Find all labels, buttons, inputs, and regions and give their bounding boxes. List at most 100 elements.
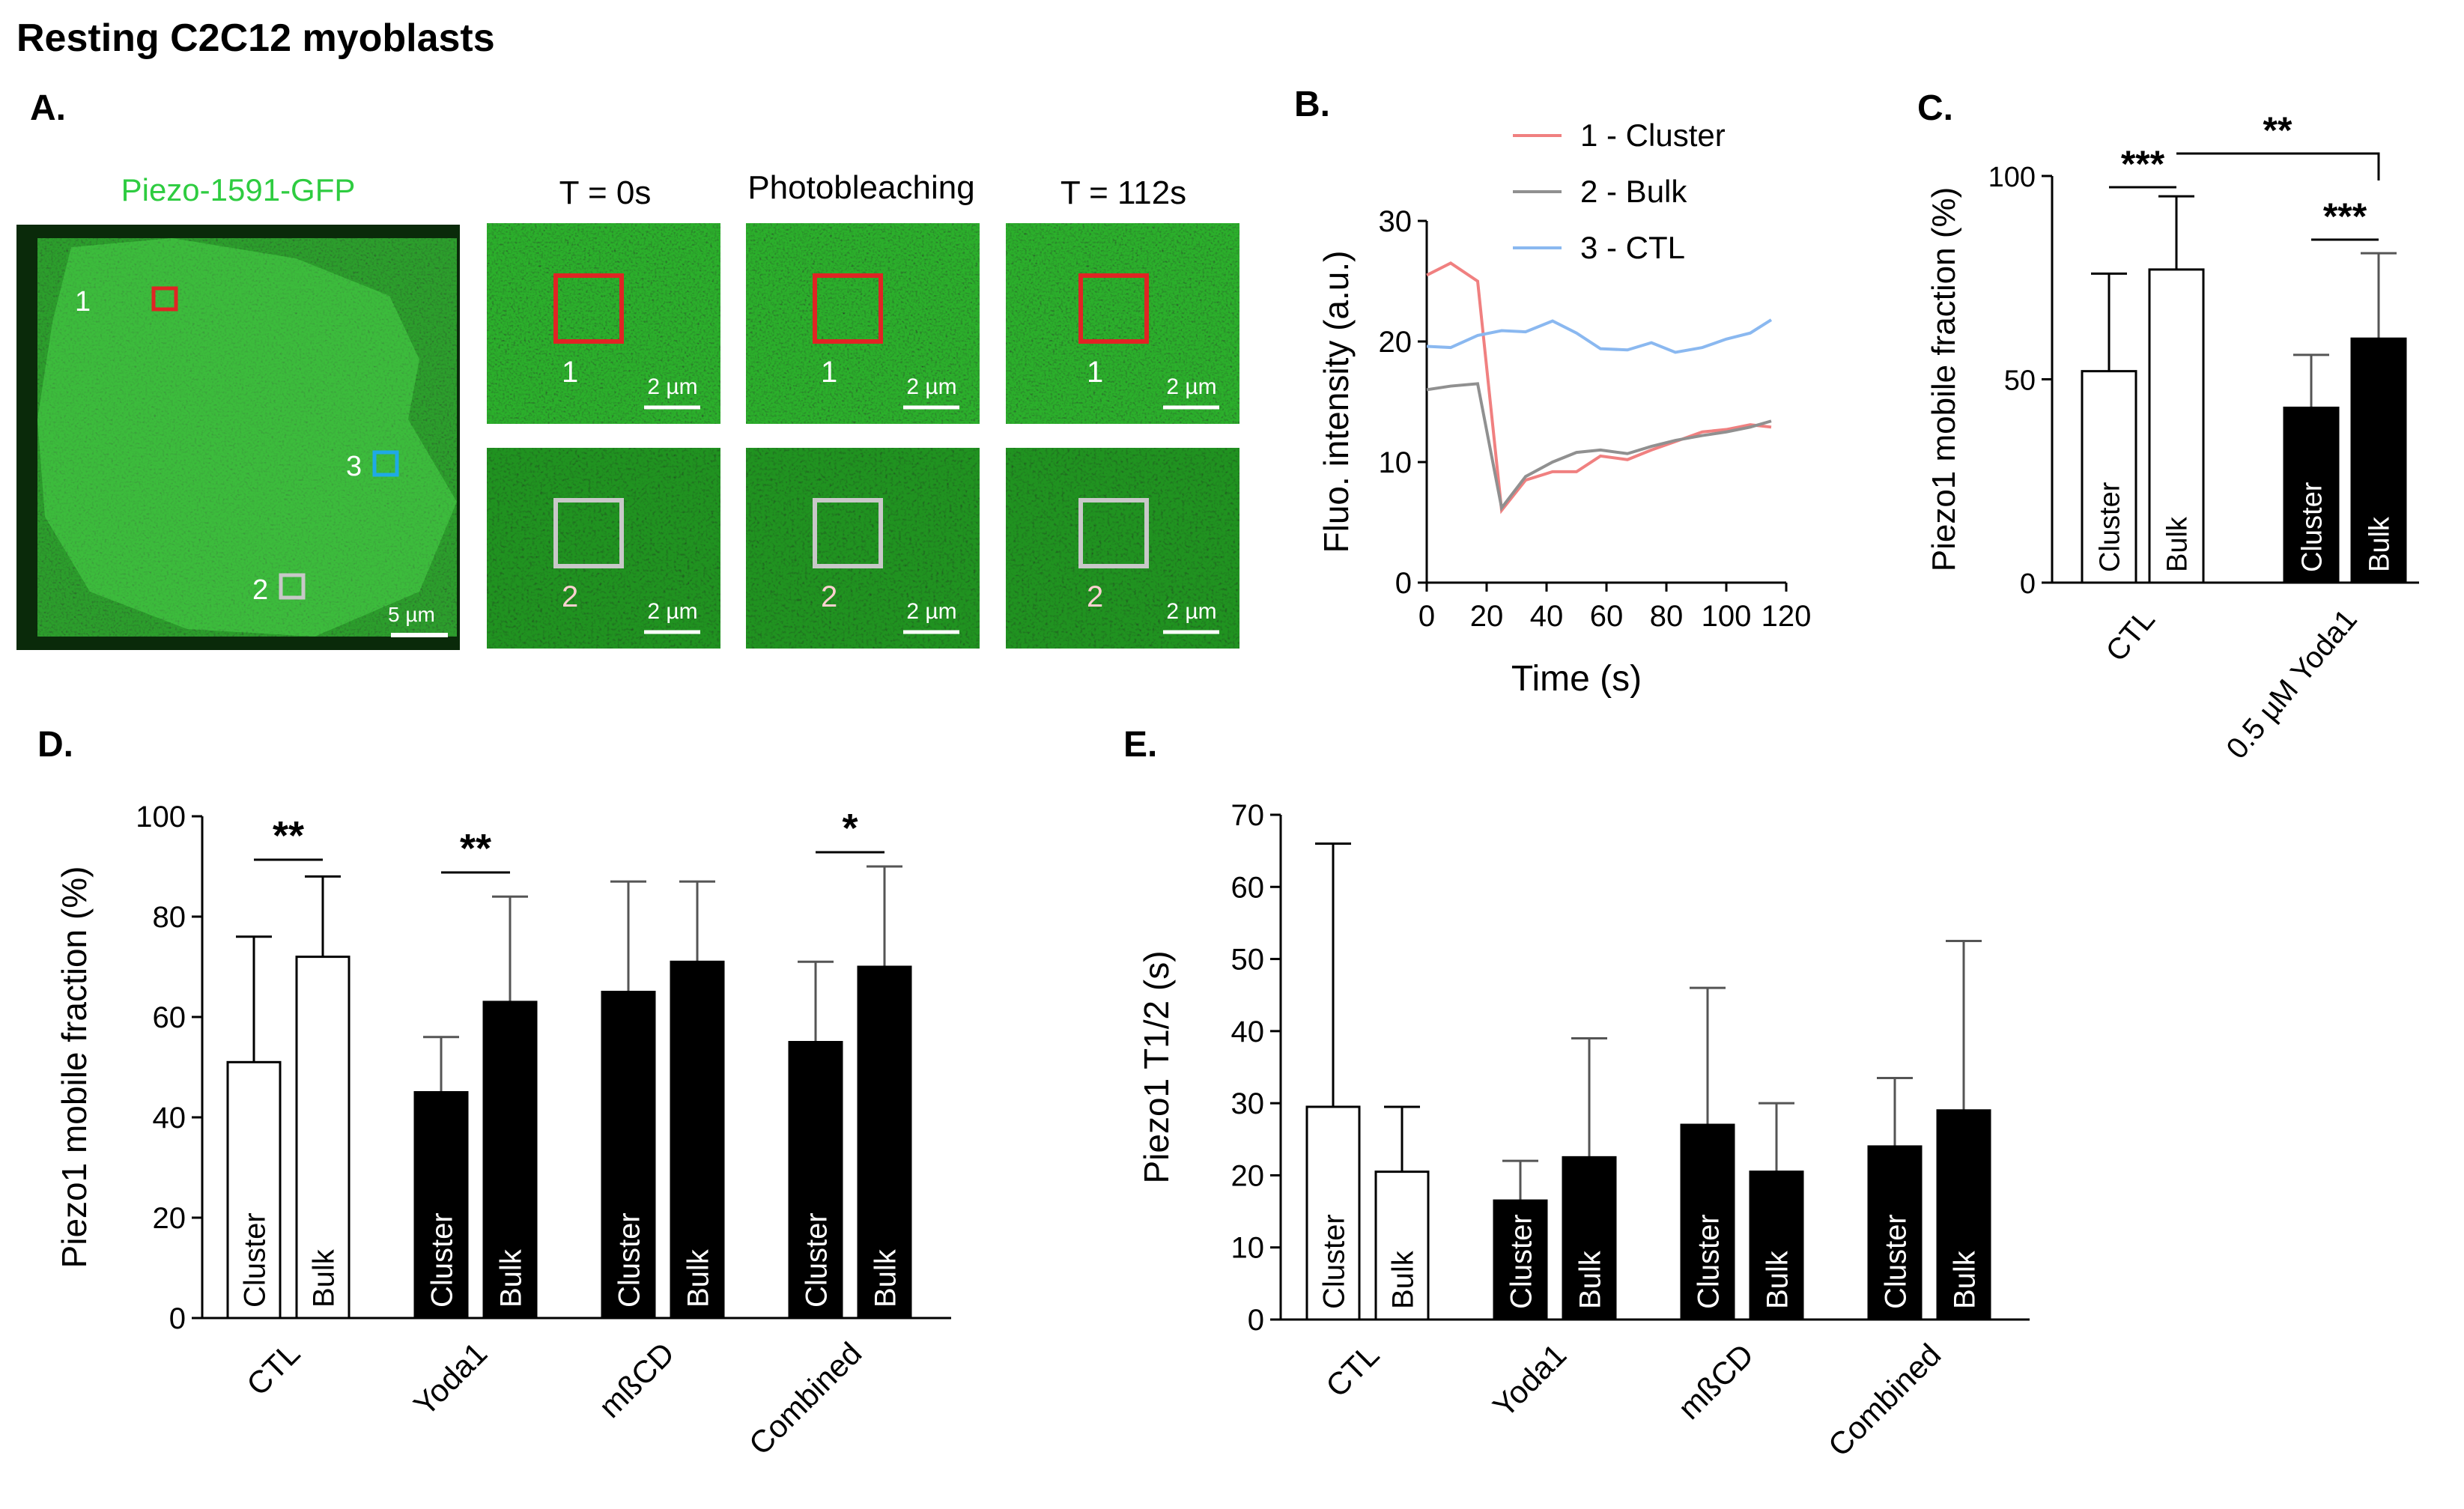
group-label-3: mßCD [592, 1335, 681, 1424]
panel-letter-d: D. [37, 725, 73, 765]
significance-stars-2: ** [2263, 109, 2292, 151]
bar-3 [2283, 407, 2340, 584]
bar-5 [1680, 1123, 1735, 1321]
bar-2 [2148, 268, 2205, 584]
bar-label-3: Cluster [425, 1212, 458, 1308]
bar-label-5: Cluster [613, 1212, 646, 1308]
bar-label-1: Cluster [2095, 482, 2126, 572]
y-tick-label: 20 [153, 1202, 186, 1235]
y-tick-label: 0 [2020, 568, 2036, 600]
x-tick-label: 40 [1530, 600, 1564, 633]
significance-stars-3: * [842, 806, 858, 851]
y-tick-label: 40 [1231, 1015, 1265, 1048]
tile-scale-label: 2 µm [647, 374, 697, 399]
bar-label-7: Cluster [800, 1212, 833, 1308]
panel-letter-c: C. [1917, 88, 1953, 128]
bar-7 [1867, 1145, 1923, 1321]
column-title-t112: T = 112s [1060, 174, 1186, 211]
y-tick-label: 20 [1379, 326, 1412, 359]
y-tick-label: 10 [1231, 1232, 1265, 1265]
significance-stars-3: *** [2323, 195, 2367, 237]
roi-ctl-box [372, 450, 399, 477]
y-tick-label: 20 [1231, 1159, 1265, 1192]
roi-bulk-zoom-box [1078, 498, 1149, 568]
zoom-tile-r2-c1: 2 2 µm [487, 448, 720, 649]
cell-image: 1 3 2 5 µm [16, 225, 460, 650]
bar-8 [1936, 1109, 1991, 1321]
y-tick-label: 30 [1379, 205, 1412, 238]
group-label-2: 0.5 µM Yoda1 [2220, 604, 2363, 765]
panel-a: 1 3 2 5 µm Piezo-1591-GFP T = 0s Photobl… [16, 169, 1239, 650]
roi-number-3: 3 [346, 451, 362, 482]
roi-cluster-zoom-box [1078, 273, 1149, 344]
panel-e-bar-chart: 0 10 20 30 40 50 60 70 Piezo1 T1/2 (s) Cluster Bul… [1137, 799, 2030, 1463]
group-label-4: Combined [742, 1335, 869, 1462]
significance-bracket-2 [2176, 152, 2380, 180]
tile-fluorescence [487, 448, 720, 649]
group-label-3: mßCD [1671, 1337, 1760, 1426]
column-title-photobleaching: Photobleaching [747, 169, 974, 206]
y-tick-label: 40 [153, 1102, 186, 1135]
group-label-1: CTL [240, 1335, 306, 1402]
roi-cluster-box [151, 286, 178, 312]
tile-scale-label: 2 µm [1166, 374, 1216, 399]
y-tick-label: 0 [1395, 567, 1412, 600]
cell-scale-label: 5 µm [388, 603, 435, 626]
bar-1 [226, 1060, 282, 1320]
series-line-2 [1426, 382, 1772, 511]
bar-label-1: Cluster [238, 1212, 271, 1308]
tile-roi-label: 1 [562, 356, 578, 389]
column-title-t0: T = 0s [559, 174, 652, 211]
group-label-1: CTL [2100, 604, 2161, 668]
y-tick-label: 60 [1231, 871, 1265, 904]
zoom-tile-r1-c3: 1 2 µm [1006, 223, 1239, 424]
bar-3 [413, 1091, 469, 1320]
x-tick-label: 20 [1470, 600, 1504, 633]
bar-label-4: Bulk [2364, 516, 2396, 572]
bar-6 [1749, 1171, 1804, 1321]
zoom-tile-r1-c2: 1 2 µm [746, 223, 980, 424]
y-tick-label: 50 [1231, 944, 1265, 977]
bar-5 [601, 991, 656, 1320]
series-line-1 [1426, 261, 1772, 514]
y-tick-label: 70 [1231, 799, 1265, 832]
x-tick-label: 60 [1590, 600, 1624, 633]
bar-label-6: Bulk [1761, 1250, 1794, 1309]
bar-label-2: Bulk [307, 1248, 340, 1308]
roi-cluster-zoom-box [813, 273, 883, 344]
significance-stars-1: ** [273, 813, 304, 858]
tile-fluorescence [1006, 223, 1239, 424]
figure-title: Resting C2C12 myoblasts [16, 16, 495, 60]
significance-stars-1: *** [2121, 143, 2165, 185]
legend-label-1: 1 - Cluster [1580, 118, 1726, 153]
bar-label-2: Bulk [2162, 516, 2194, 572]
bar-label-2: Bulk [1386, 1250, 1419, 1309]
bar-1 [2081, 370, 2137, 584]
zoom-tile-r2-c2: 2 2 µm [746, 448, 980, 649]
tile-roi-label: 2 [821, 580, 837, 613]
tile-scale-label: 2 µm [906, 374, 956, 399]
y-axis-label: Piezo1 T1/2 (s) [1137, 950, 1176, 1183]
y-tick-label: 60 [153, 1001, 186, 1034]
bar-1 [1305, 1105, 1361, 1321]
roi-number-2: 2 [252, 574, 268, 606]
zoom-tiles: 1 2 µm 1 2 µm 1 2 µm 2 2 µm 2 2 µm 2 2 µm [487, 223, 1239, 649]
group-label-1: CTL [1319, 1337, 1386, 1403]
panel-d-bar-chart: 0 20 40 60 80 100 Piezo1 mobile fraction (%) Cl… [55, 801, 951, 1462]
cell-label: Piezo-1591-GFP [121, 172, 356, 207]
x-tick-label: 0 [1418, 600, 1435, 633]
y-tick-label: 50 [2004, 365, 2036, 397]
tile-fluorescence [1006, 448, 1239, 649]
tile-scale-label: 2 µm [1166, 599, 1216, 624]
bar-2 [1374, 1171, 1430, 1321]
roi-bulk-zoom-box [813, 498, 883, 568]
roi-cluster-zoom-box [553, 273, 624, 344]
tile-roi-label: 1 [821, 356, 837, 389]
bar-label-3: Cluster [2297, 482, 2328, 572]
tile-fluorescence [746, 223, 980, 424]
panel-letter-e: E. [1123, 725, 1157, 765]
legend-label-2: 2 - Bulk [1580, 174, 1687, 209]
zoom-tile-r1-c1: 1 2 µm [487, 223, 720, 424]
bar-label-3: Cluster [1505, 1214, 1538, 1309]
